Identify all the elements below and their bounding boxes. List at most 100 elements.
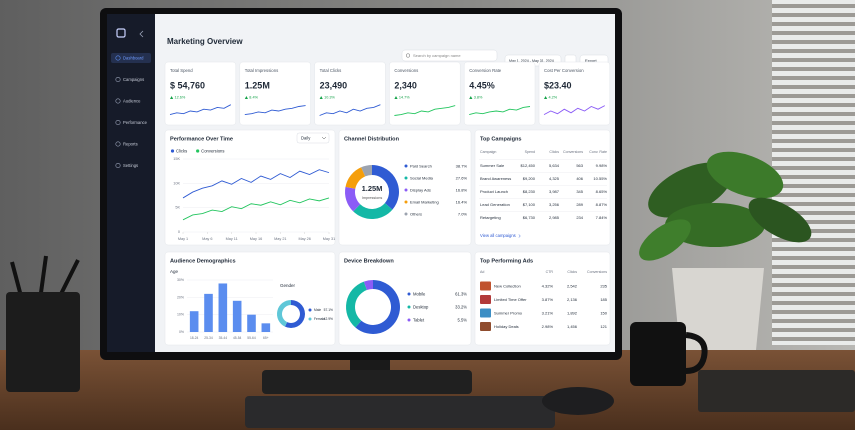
- table-cell: Product Launch: [480, 189, 508, 194]
- chevron: [518, 234, 521, 238]
- column-header: Ad: [480, 270, 484, 274]
- blind-slat: [772, 292, 855, 296]
- legend-label: Conversions: [201, 148, 224, 153]
- nav-active: [111, 53, 151, 63]
- y-tick-label: 0%: [179, 330, 184, 334]
- subtitle: Gender: [280, 283, 296, 288]
- nav-icon: [115, 141, 121, 147]
- nav-icon: [115, 76, 121, 82]
- kpi-value: 23,490: [320, 80, 348, 90]
- x-tick-label: 65+: [263, 336, 269, 340]
- period-label: Daily: [301, 135, 311, 140]
- up-arrow: [170, 96, 174, 99]
- subtitle: Age: [170, 269, 179, 274]
- nav-item[interactable]: Settings: [123, 163, 138, 168]
- legend-label: Display Ads: [410, 187, 431, 192]
- window: [772, 0, 855, 345]
- column-header: Spend: [525, 150, 535, 154]
- table-cell: Summer Promo: [494, 310, 523, 315]
- export-label: Export: [585, 58, 597, 63]
- blind-slat: [772, 148, 855, 152]
- y-tick-label: 10K: [173, 181, 180, 185]
- table-cell: 8.65%: [596, 189, 608, 194]
- blind-slat: [772, 337, 855, 341]
- screen: Marketing Overview Search by campaign na…: [107, 14, 615, 352]
- kpi-value: $ 54,760: [170, 80, 205, 90]
- table-cell: $6,730: [523, 215, 536, 220]
- blind-slat: [772, 175, 855, 179]
- panel-title: Top Performing Ads: [480, 258, 533, 264]
- sparkline: [469, 106, 531, 116]
- leaf: [639, 219, 691, 261]
- kpi-change: 10.3%: [324, 96, 335, 100]
- nav-item[interactable]: Dashboard: [123, 55, 144, 60]
- legend-marker: [196, 149, 200, 153]
- table-cell: $8,230: [523, 189, 536, 194]
- legend-label: Female: [314, 317, 325, 321]
- up-arrow: [319, 96, 323, 99]
- blind-slat: [772, 319, 855, 323]
- table-cell: 4.32%: [542, 283, 554, 288]
- nav-icon: [115, 163, 121, 169]
- legend-label: Social Media: [410, 175, 434, 180]
- nav-item[interactable]: Audience: [123, 98, 141, 103]
- panel: [474, 251, 611, 346]
- legend-value: 16.8%: [456, 187, 468, 192]
- column-header: CTR: [546, 270, 554, 274]
- sparkline: [543, 105, 606, 115]
- blind-slat: [772, 22, 855, 26]
- panel: [164, 129, 336, 246]
- line-series: [182, 197, 330, 221]
- y-tick-label: 0: [178, 230, 180, 234]
- blind-slat: [772, 256, 855, 260]
- x-tick-label: May 11: [226, 237, 238, 241]
- bar: [218, 283, 228, 332]
- panel: [463, 61, 536, 126]
- legend-value: 42.9%: [324, 317, 333, 321]
- legend-value: 33.2%: [455, 304, 467, 309]
- search-placeholder: Search by campaign name: [413, 53, 461, 58]
- table-cell: 2,542: [567, 283, 578, 288]
- view-all-link[interactable]: View all campaigns: [480, 233, 516, 238]
- chevron: [321, 136, 327, 140]
- legend-marker: [308, 308, 312, 312]
- nav-item[interactable]: Campaigns: [123, 77, 144, 82]
- notebook: [698, 370, 855, 412]
- legend-value: 7.0%: [458, 211, 468, 216]
- bar: [261, 323, 271, 332]
- nav-item[interactable]: Reports: [123, 141, 138, 146]
- donut-segment: [353, 203, 393, 219]
- nav-item[interactable]: Performance: [123, 120, 148, 125]
- leaf: [748, 197, 812, 243]
- blind-slat: [772, 238, 855, 242]
- table-cell: 3.21%: [542, 310, 554, 315]
- legend-label: Desktop: [413, 304, 429, 309]
- panel: [314, 61, 386, 126]
- legend-label: Clicks: [176, 148, 187, 153]
- legend-label: Male: [314, 308, 321, 312]
- kpi-value: 4.45%: [469, 80, 495, 90]
- donut-center-value: 1.25M: [362, 184, 383, 193]
- table-cell: $7,100: [523, 202, 536, 207]
- y-tick-label: 30%: [177, 278, 184, 282]
- kpi-label: Cost Per Conversion: [544, 68, 584, 73]
- period-dropdown[interactable]: [296, 132, 330, 144]
- table-cell: 2,985: [549, 215, 560, 220]
- panel-title: Device Breakdown: [344, 258, 394, 264]
- kpi-label: Conversion Rate: [469, 68, 502, 73]
- table-cell: 289: [576, 202, 583, 207]
- legend-label: Others: [410, 211, 422, 216]
- legend-value: 38.7%: [456, 163, 468, 168]
- blind-slat: [772, 301, 855, 305]
- x-tick-label: 25-34: [204, 336, 213, 340]
- x-tick-label: May 1: [178, 237, 188, 241]
- cup: [6, 292, 80, 392]
- x-tick-label: 18-24: [190, 336, 199, 340]
- kpi-label: Total Clicks: [320, 68, 342, 73]
- legend-label: Tablet: [413, 317, 425, 322]
- panel-title: Top Campaigns: [480, 136, 522, 142]
- search-box[interactable]: [401, 49, 498, 62]
- kpi-value: 2,340: [394, 80, 417, 90]
- donut-segment: [277, 300, 291, 327]
